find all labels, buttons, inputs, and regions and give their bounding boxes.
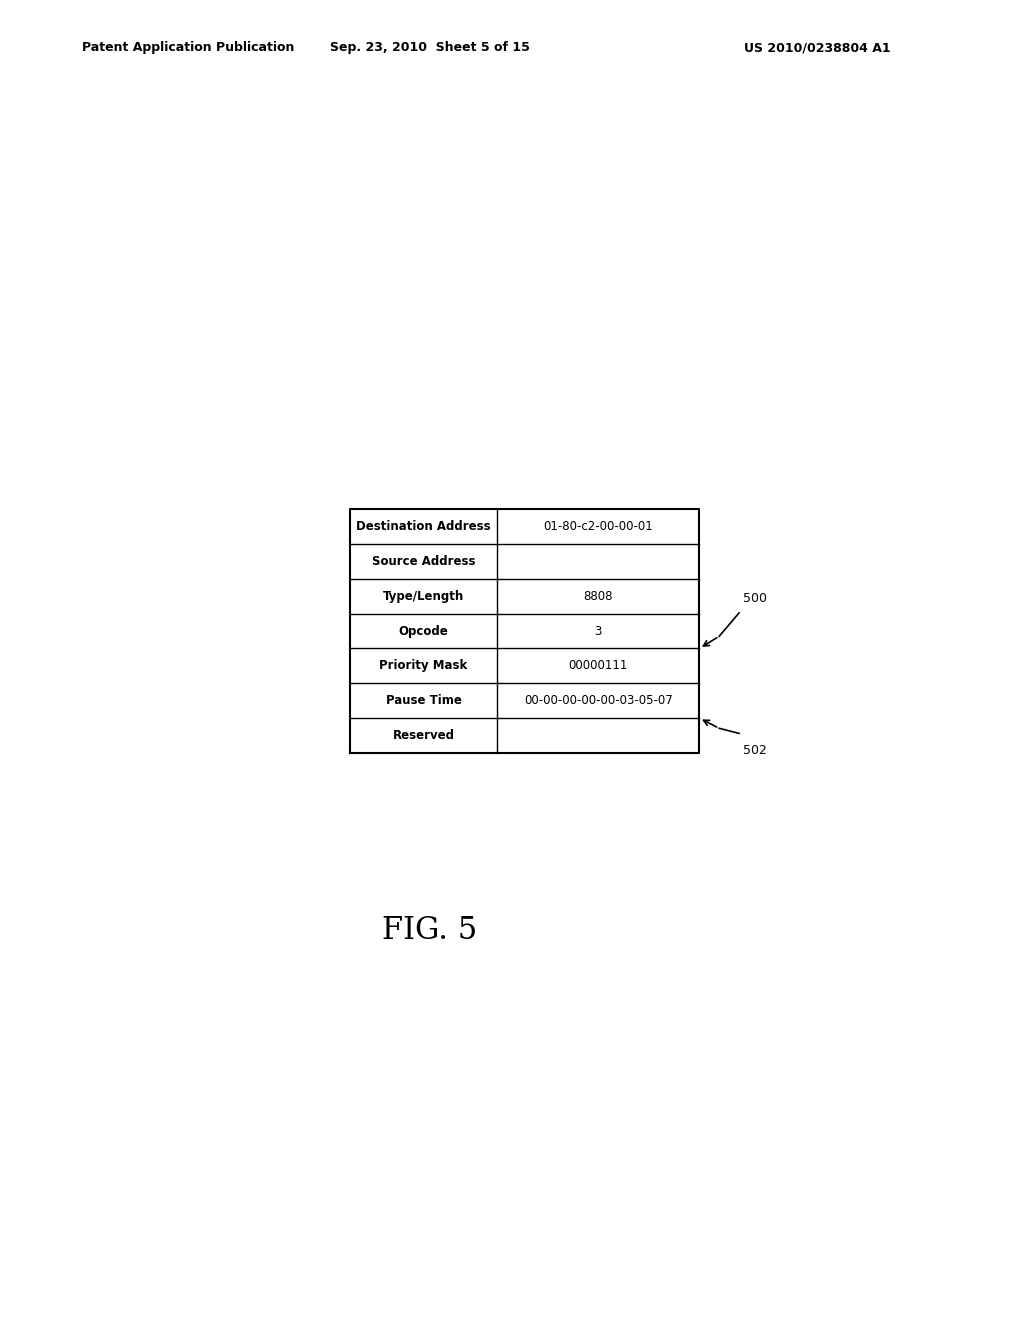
Text: 01-80-c2-00-00-01: 01-80-c2-00-00-01 [544,520,653,533]
Text: 502: 502 [743,743,767,756]
Text: Destination Address: Destination Address [356,520,490,533]
Text: Type/Length: Type/Length [383,590,464,603]
Text: 3: 3 [595,624,602,638]
Text: 00000111: 00000111 [568,660,628,672]
Text: 500: 500 [743,591,767,605]
Text: Source Address: Source Address [372,554,475,568]
Text: Sep. 23, 2010  Sheet 5 of 15: Sep. 23, 2010 Sheet 5 of 15 [330,41,530,54]
Text: Reserved: Reserved [392,729,455,742]
Text: 00-00-00-00-00-03-05-07: 00-00-00-00-00-03-05-07 [524,694,673,708]
Text: 8808: 8808 [584,590,613,603]
Text: Pause Time: Pause Time [386,694,462,708]
Text: Opcode: Opcode [398,624,449,638]
Text: US 2010/0238804 A1: US 2010/0238804 A1 [744,41,891,54]
Text: Priority Mask: Priority Mask [380,660,468,672]
Text: FIG. 5: FIG. 5 [382,915,478,946]
Text: Patent Application Publication: Patent Application Publication [82,41,294,54]
